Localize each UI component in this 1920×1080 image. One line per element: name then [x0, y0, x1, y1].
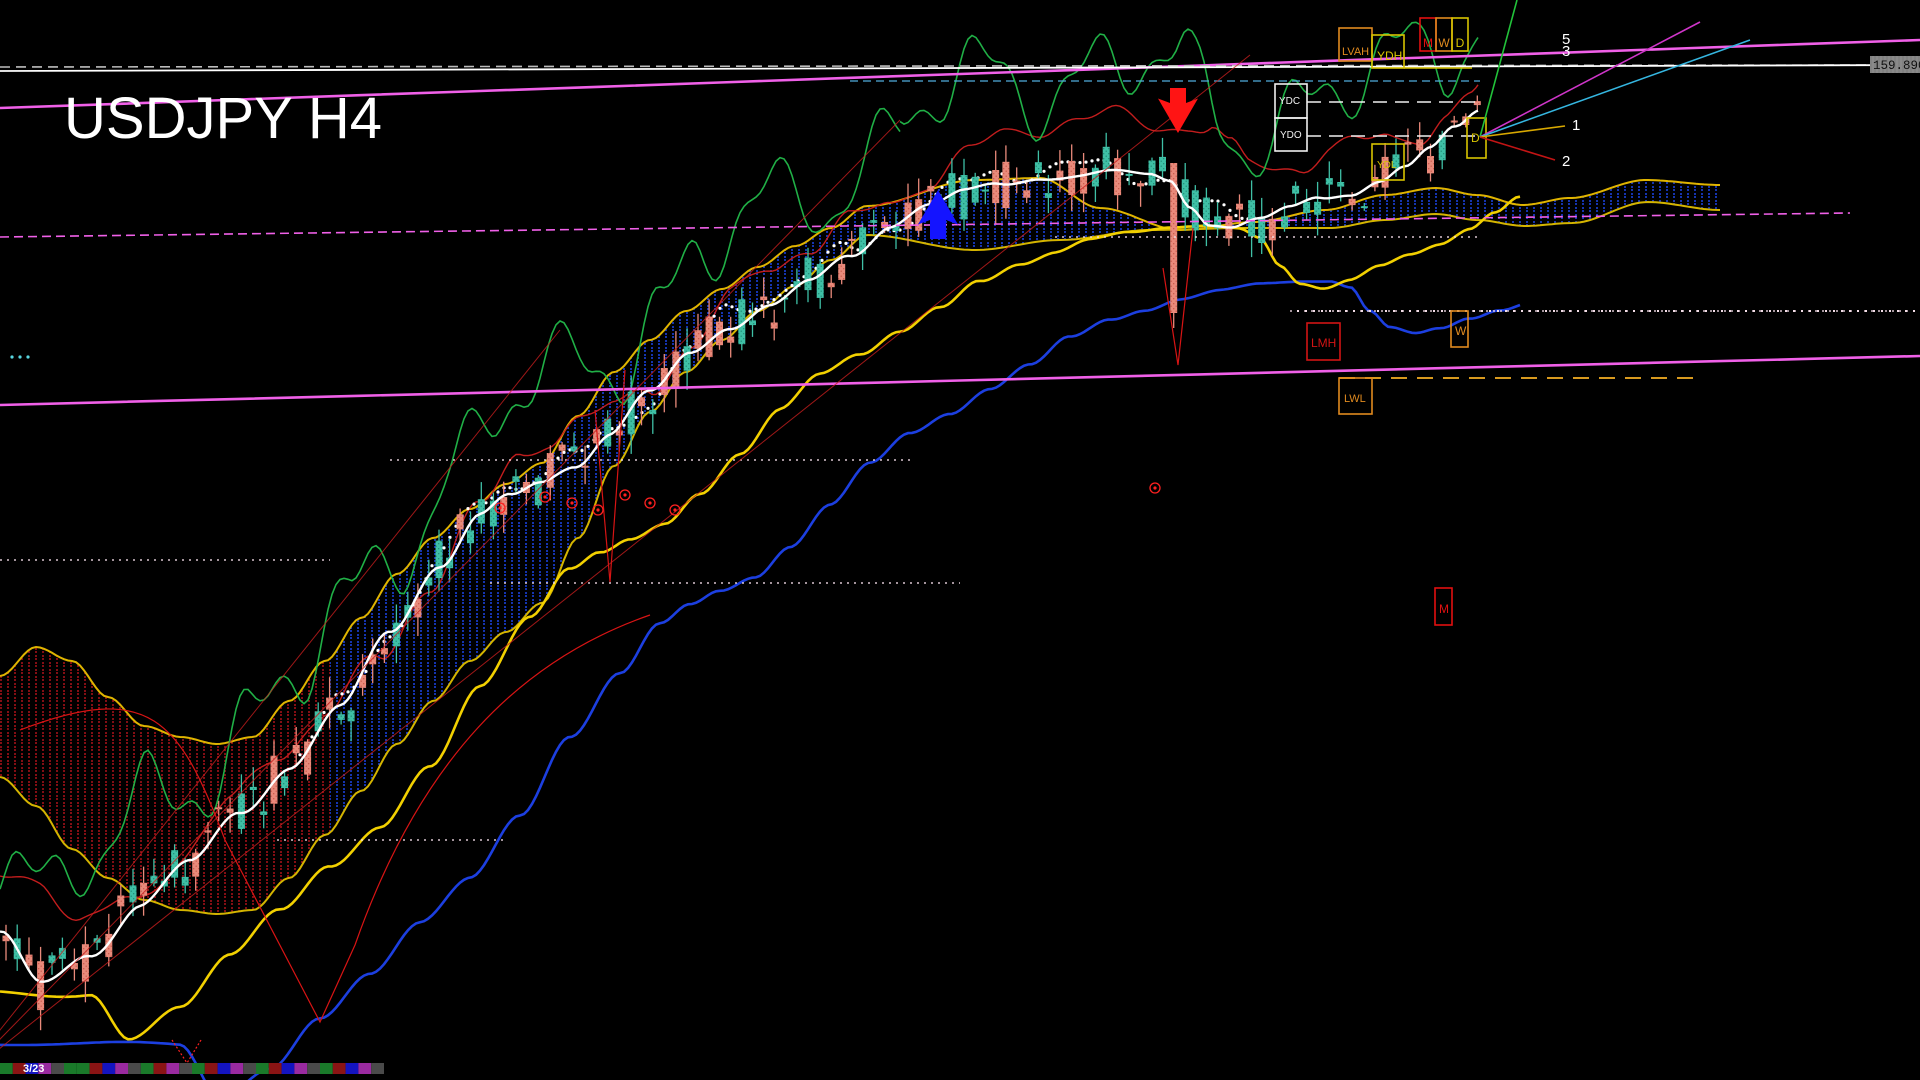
svg-text:USDJPY H4: USDJPY H4 [64, 86, 382, 151]
svg-text:3/23: 3/23 [23, 1063, 44, 1075]
svg-text:LVAH: LVAH [1342, 46, 1369, 58]
svg-text:1: 1 [1572, 117, 1580, 134]
svg-text:YDC: YDC [1279, 96, 1300, 107]
svg-text:YDH: YDH [1377, 49, 1402, 63]
svg-text:M: M [1439, 602, 1449, 616]
svg-text:2: 2 [1562, 153, 1570, 170]
svg-text:W: W [1438, 36, 1450, 50]
svg-text:159.890: 159.890 [1873, 59, 1920, 73]
svg-text:3: 3 [1562, 43, 1570, 60]
svg-text:W: W [1455, 324, 1467, 338]
svg-text:YDL: YDL [1377, 160, 1397, 171]
svg-text:D: D [1471, 131, 1480, 145]
svg-text:LWL: LWL [1344, 393, 1366, 405]
svg-text:D: D [1456, 36, 1465, 50]
svg-text:LMH: LMH [1311, 336, 1336, 350]
svg-text:YDO: YDO [1280, 130, 1302, 141]
svg-text:M: M [1423, 36, 1433, 50]
